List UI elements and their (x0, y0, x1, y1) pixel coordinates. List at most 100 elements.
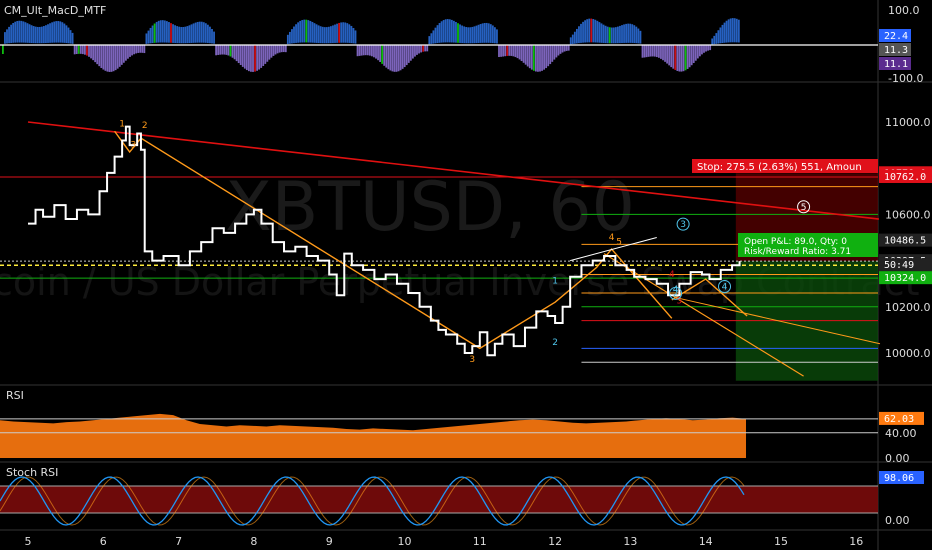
macd-histogram-bar (455, 21, 457, 43)
macd-histogram-bar (467, 27, 470, 44)
macd-tag[interactable] (879, 29, 911, 42)
macd-histogram-bar (278, 45, 281, 53)
macd-histogram-bar (442, 20, 445, 43)
macd-histogram-bar (699, 45, 701, 57)
rsi-pane-label[interactable]: RSI (6, 389, 24, 402)
macd-tag[interactable] (879, 43, 911, 56)
macd-histogram-bar (262, 45, 265, 66)
macd-histogram-bar (366, 45, 369, 56)
stop-label-box[interactable] (692, 159, 878, 173)
macd-histogram-bar (682, 45, 685, 72)
wave-channel-line[interactable] (675, 297, 881, 345)
price-tag[interactable] (879, 233, 932, 247)
macd-histogram-bar (733, 18, 736, 43)
macd-histogram-bar (612, 27, 615, 44)
macd-histogram-bar (694, 45, 697, 61)
rsi-axis-tick: 0.00 (885, 452, 910, 465)
macd-histogram-bar (448, 19, 451, 43)
macd-histogram-bar (90, 45, 92, 59)
wave-channel-line[interactable] (603, 253, 804, 377)
macd-histogram-bar (231, 45, 234, 58)
stoch-tag[interactable] (879, 471, 924, 484)
macd-histogram-bar (225, 45, 228, 55)
macd-histogram-bar (674, 45, 677, 71)
macd-histogram-bar (368, 45, 371, 56)
price-tag[interactable] (879, 258, 932, 272)
trendline[interactable] (27, 121, 879, 220)
macd-histogram-bar (428, 36, 431, 45)
wave-line[interactable] (114, 130, 673, 350)
price-tag[interactable] (879, 271, 932, 285)
macd-histogram-bar (662, 45, 664, 61)
macd-histogram-bar (436, 25, 439, 44)
macd-histogram-bar (227, 45, 230, 56)
macd-histogram-bar (629, 23, 632, 43)
macd-histogram-bar (479, 24, 482, 43)
macd-histogram-bar (711, 38, 714, 45)
macd-histogram-bar (362, 45, 365, 56)
wave-label-cyan: 3 (680, 220, 686, 230)
macd-histogram-bar (342, 22, 345, 43)
macd-histogram-bar (6, 29, 8, 44)
wave-label-orange: 2 (142, 121, 148, 131)
macd-histogram-bar (469, 27, 472, 44)
macd-histogram-bar (510, 45, 513, 56)
macd-histogram-bar (264, 45, 267, 64)
pnl-box[interactable] (738, 233, 878, 257)
wave-line[interactable] (671, 278, 748, 317)
macd-histogram-bar (258, 45, 261, 70)
macd-histogram-bar (516, 45, 519, 59)
macd-histogram-bar (319, 26, 322, 44)
macd-histogram-bar (364, 45, 367, 56)
macd-histogram-bar (334, 24, 336, 43)
macd-histogram-bar (260, 45, 263, 68)
macd-histogram-bar (606, 26, 609, 44)
price-line[interactable] (28, 125, 741, 357)
wave-label-cyan: 2 (552, 338, 558, 348)
macd-pane[interactable] (0, 18, 878, 72)
macd-histogram-bar (94, 45, 97, 63)
macd-histogram-bar (440, 21, 443, 43)
macd-histogram-bar (592, 18, 595, 43)
macd-histogram-bar (549, 45, 552, 65)
macd-histogram-bar (545, 45, 548, 69)
time-axis-label: 12 (548, 535, 562, 548)
macd-histogram-bar (535, 45, 537, 72)
macd-histogram-bar (701, 45, 703, 55)
macd-tag[interactable] (879, 57, 911, 70)
wave-label-cyan: 4 (673, 285, 679, 295)
macd-histogram-bar (635, 26, 638, 44)
macd-histogram-bar (163, 20, 166, 43)
macd-histogram-bar (565, 45, 568, 51)
price-tag-text: 10486.5 (884, 236, 926, 247)
time-axis-label: 10 (398, 535, 412, 548)
price-tag-text: 10762.0 (884, 172, 926, 183)
stoch-rsi-pane[interactable] (0, 476, 878, 526)
macd-histogram-bar (98, 45, 101, 67)
macd-histogram-bar (159, 20, 162, 43)
wave-channel-line[interactable] (570, 237, 657, 262)
macd-histogram-bar (245, 45, 248, 71)
wave-label-ring (669, 286, 683, 300)
rsi-pane[interactable] (0, 413, 878, 458)
macd-histogram-bar (250, 45, 252, 72)
macd-histogram-bar (151, 25, 154, 44)
macd-histogram-bar (40, 26, 43, 44)
price-tag[interactable] (879, 169, 932, 183)
macd-histogram-bar (407, 45, 410, 63)
rsi-tag[interactable] (879, 411, 924, 425)
macd-histogram-bar (344, 22, 347, 43)
macd-histogram-bar (153, 23, 156, 43)
stoch-rsi-pane-label[interactable]: Stoch RSI (6, 466, 59, 479)
macd-histogram-bar (653, 45, 656, 57)
macd-histogram-bar (12, 22, 15, 43)
time-axis-label: 11 (473, 535, 487, 548)
macd-histogram-bar (494, 27, 496, 44)
macd-histogram-bar (219, 45, 222, 55)
macd-histogram-bar (38, 26, 41, 44)
macd-histogram-bar (500, 45, 502, 57)
macd-pane-label[interactable]: CM_Ult_MacD_MTF (4, 4, 107, 17)
wave-label-ring (718, 279, 732, 293)
